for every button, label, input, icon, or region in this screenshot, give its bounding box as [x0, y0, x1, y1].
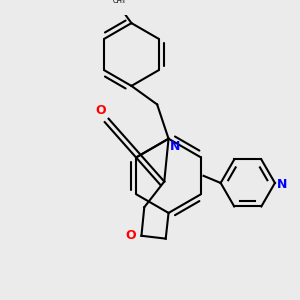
Text: CH₃: CH₃	[113, 0, 126, 4]
Text: O: O	[126, 229, 136, 242]
Text: N: N	[277, 178, 288, 191]
Text: O: O	[95, 104, 106, 117]
Text: N: N	[170, 140, 180, 153]
